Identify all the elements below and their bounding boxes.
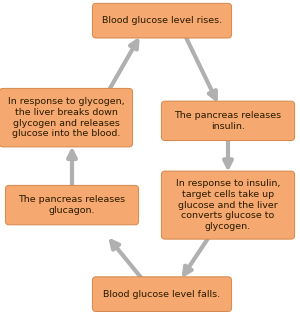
- FancyBboxPatch shape: [0, 88, 133, 147]
- Text: Blood glucose level falls.: Blood glucose level falls.: [103, 290, 220, 299]
- FancyBboxPatch shape: [92, 277, 232, 312]
- Text: The pancreas releases
glucagon.: The pancreas releases glucagon.: [18, 195, 126, 215]
- FancyBboxPatch shape: [5, 185, 139, 225]
- FancyBboxPatch shape: [92, 3, 232, 38]
- Text: In response to insulin,
target cells take up
glucose and the liver
converts gluc: In response to insulin, target cells tak…: [176, 179, 280, 231]
- FancyBboxPatch shape: [161, 101, 295, 141]
- FancyBboxPatch shape: [161, 171, 295, 239]
- Text: The pancreas releases
insulin.: The pancreas releases insulin.: [174, 111, 282, 131]
- Text: In response to glycogen,
the liver breaks down
glycogen and releases
glucose int: In response to glycogen, the liver break…: [8, 97, 124, 138]
- Text: Blood glucose level rises.: Blood glucose level rises.: [102, 16, 222, 25]
